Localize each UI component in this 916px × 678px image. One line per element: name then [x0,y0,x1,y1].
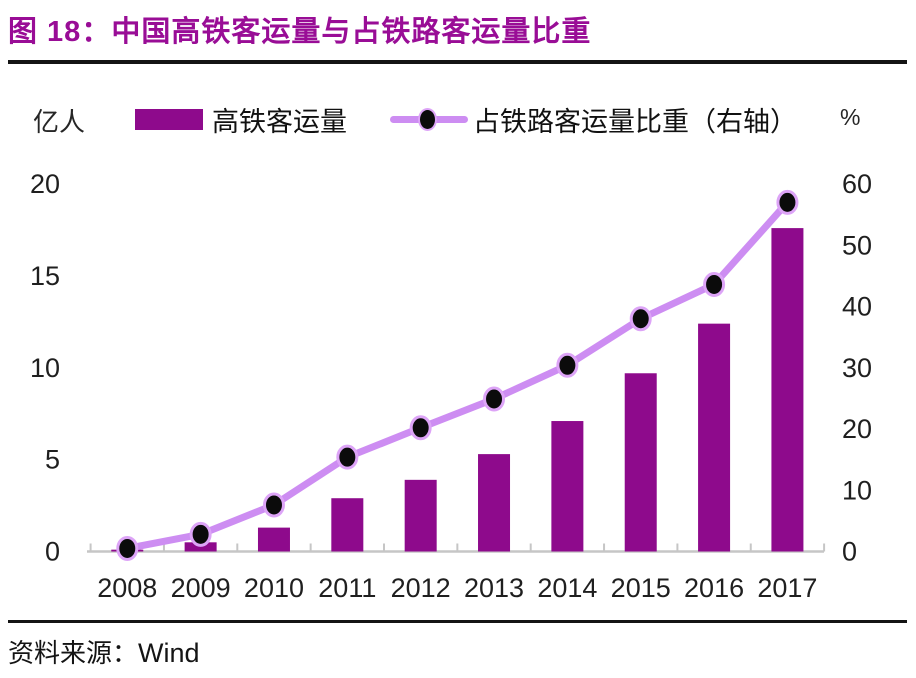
x-axis-category-label: 2015 [611,573,671,603]
line-marker-icon [418,108,437,131]
right-axis-tick-label: 20 [842,414,872,444]
bar-2012 [404,479,437,552]
left-axis-tick-label: 20 [30,169,60,199]
bar-2011 [331,498,364,552]
title-divider [8,60,907,64]
point-2010 [262,492,285,518]
bar-2014 [551,421,584,552]
x-axis-category-label: 2009 [171,573,231,603]
x-axis-category-label: 2014 [537,573,597,603]
bar-2013 [478,454,511,552]
source-label: 资料来源： [8,639,139,668]
x-axis-category-label: 2011 [318,573,376,603]
right-axis-tick-label: 0 [842,537,857,567]
point-2009 [189,521,212,547]
point-2013 [483,386,506,412]
bar-2009 [184,542,217,552]
bar-series-swatch [135,109,203,130]
right-axis-tick-label: 30 [842,353,872,383]
x-axis-category-label: 2012 [391,573,451,603]
line-series-swatch [390,108,468,131]
left-axis-tick-label: 5 [45,445,60,475]
point-2008 [116,535,139,561]
left-axis-tick-label: 15 [30,261,60,291]
point-2015 [629,306,652,332]
line-series-label: 占铁路客运量比重（右轴） [473,107,797,137]
bar-2015 [624,373,657,552]
right-axis-tick-label: 60 [842,169,872,199]
x-axis-category-label: 2010 [244,573,304,603]
right-axis-tick-label: 10 [842,475,872,505]
right-axis-tick-label: 50 [842,230,872,260]
left-axis-tick-label: 10 [30,353,60,383]
x-axis-category-label: 2016 [684,573,744,603]
bar-series-label: 高铁客运量 [212,107,347,137]
figure-title: 图 18：中国高铁客运量与占铁路客运量比重 [8,16,592,48]
source-divider [8,620,907,623]
bar-2016 [698,323,731,552]
right-axis-tick-label: 40 [842,292,872,322]
source-value: Wind [138,638,200,668]
bar-2017 [771,228,804,552]
point-2012 [409,415,432,441]
x-axis-category-label: 2017 [757,573,817,603]
x-axis-category-label: 2008 [97,573,157,603]
bar-2010 [257,527,290,552]
point-2011 [336,444,359,470]
right-axis-unit-label: % [840,104,861,130]
line-series-path [123,198,791,552]
source-line: 资料来源：Wind [8,633,200,670]
x-axis-category-label: 2013 [464,573,524,603]
point-2017 [776,189,799,215]
point-2016 [703,271,726,297]
left-axis-unit-label: 亿人 [33,107,86,137]
point-2014 [556,352,579,378]
left-axis-tick-label: 0 [45,537,60,567]
legend: 亿人 高铁客运量 占铁路客运量比重（右轴） % [0,0,916,145]
